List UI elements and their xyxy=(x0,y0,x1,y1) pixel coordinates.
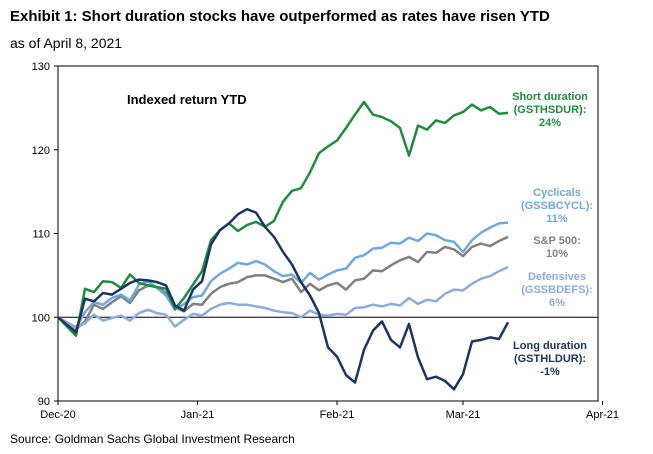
x-tick-label: Apr-21 xyxy=(586,409,619,421)
legend-label-s-p-500: S&P 500: xyxy=(533,235,581,247)
legend-label-long-duration-gsthldur: (GSTHLDUR): xyxy=(514,353,586,365)
y-tick-label: 90 xyxy=(38,396,50,408)
x-tick-label: Dec-20 xyxy=(40,409,75,421)
x-tick-label: Mar-21 xyxy=(446,409,481,421)
series-line-defensives-gssbdefs xyxy=(57,265,509,330)
series-line-short-duration-gsthsdur xyxy=(57,100,509,337)
x-tick-label: Jan-21 xyxy=(181,409,215,421)
series-line-s-p-500 xyxy=(57,235,509,331)
chart-annotation: Indexed return YTD xyxy=(127,92,247,107)
chart-subtitle: as of April 8, 2021 xyxy=(10,35,123,51)
chart-title: Exhibit 1: Short duration stocks have ou… xyxy=(10,8,550,25)
x-tick-label: Feb-21 xyxy=(320,409,355,421)
y-tick-label: 110 xyxy=(32,229,50,241)
axes-group: 90 100 110 120 130 Dec-20 Jan-21 Feb-21 Mar-21 Ap… xyxy=(32,61,619,421)
legend-group: S&P 500:10% Cyclicals(GSSBCYCL):11% Defens… xyxy=(512,91,593,378)
legend-label-cyclicals-gssbcycl: Cyclicals xyxy=(533,187,581,199)
legend-label-short-duration-gsthsdur: Short duration xyxy=(512,91,588,103)
legend-label-defensives-gssbdefs: (GSSBDEFS): xyxy=(521,284,593,296)
legend-label-long-duration-gsthldur: -1% xyxy=(540,366,560,378)
legend-label-cyclicals-gssbcycl: 11% xyxy=(546,213,568,225)
y-tick-label: 100 xyxy=(32,312,50,324)
legend-label-defensives-gssbdefs: Defensives xyxy=(528,271,586,283)
y-tick-label: 130 xyxy=(32,61,50,73)
legend-label-short-duration-gsthsdur: 24% xyxy=(539,117,561,129)
series-line-long-duration-gsthldur xyxy=(57,207,510,391)
legend-label-defensives-gssbdefs: 6% xyxy=(549,297,565,309)
legend-label-s-p-500: 10% xyxy=(546,248,568,260)
legend-label-long-duration-gsthldur: Long duration xyxy=(513,340,587,352)
series-lines-group xyxy=(57,100,510,391)
legend-label-cyclicals-gssbcycl: (GSSBCYCL): xyxy=(521,200,593,212)
source-note: Source: Goldman Sachs Global Investment … xyxy=(10,432,295,446)
y-tick-label: 120 xyxy=(32,145,50,157)
legend-label-short-duration-gsthsdur: (GSTHSDUR): xyxy=(514,104,587,116)
